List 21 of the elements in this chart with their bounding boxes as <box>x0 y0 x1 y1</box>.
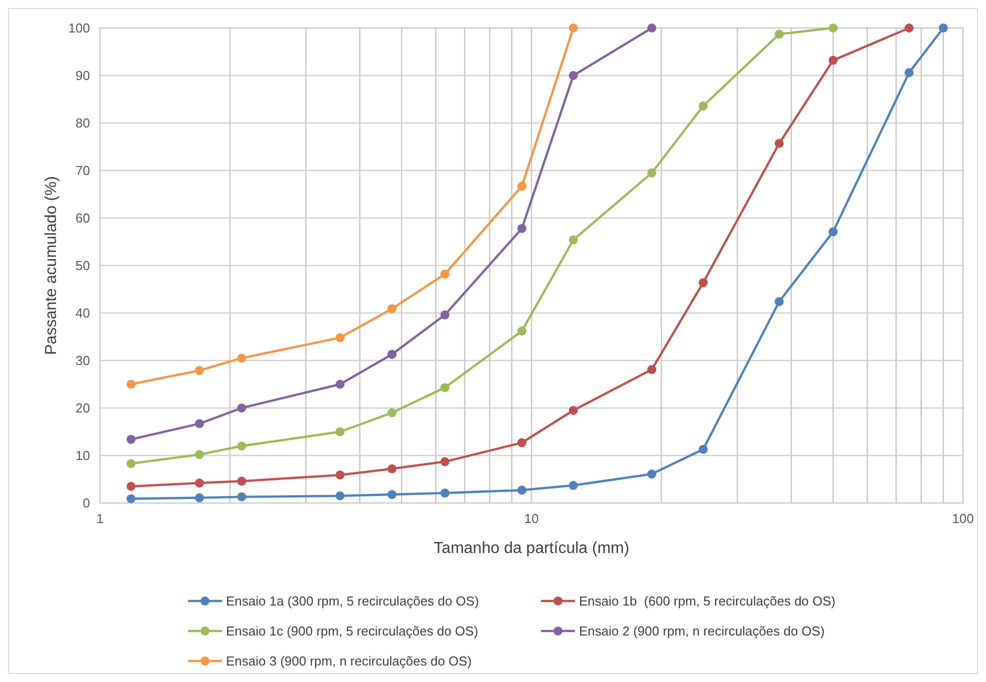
legend-label: Ensaio 2 (900 rpm, n recirculações do OS) <box>579 624 825 638</box>
y-tick-label: 30 <box>76 353 90 368</box>
y-tick-label: 90 <box>76 68 90 83</box>
legend-label: Ensaio 1b (600 rpm, 5 recirculações do OS) <box>579 594 836 608</box>
y-tick-label: 20 <box>76 400 90 416</box>
y-tick-label: 10 <box>76 448 90 463</box>
x-tick-label: 1 <box>96 511 104 526</box>
y-tick-label: 0 <box>82 496 90 510</box>
legend-label: Ensaio 1c (900 rpm, 5 recirculações do OS) <box>226 624 478 638</box>
y-tick-label: 40 <box>76 306 90 320</box>
legend-label: Ensaio 1a (300 rpm, 5 recirculações do OS) <box>226 594 479 608</box>
y-tick-label: 70 <box>76 163 90 178</box>
y-axis-title: Passante acumulado (%) <box>43 176 60 355</box>
y-tick-label: 60 <box>76 210 90 226</box>
x-tick-label: 10 <box>524 511 539 526</box>
y-tick-label: 80 <box>76 116 90 130</box>
legend-label: Ensaio 3 (900 rpm, n recirculações do OS) <box>226 654 472 668</box>
y-tick-label: 50 <box>76 258 90 273</box>
y-tick-label: 100 <box>68 20 90 36</box>
x-axis-title: Tamanho da partícula (mm) <box>434 540 630 557</box>
x-tick-label: 100 <box>952 511 974 526</box>
